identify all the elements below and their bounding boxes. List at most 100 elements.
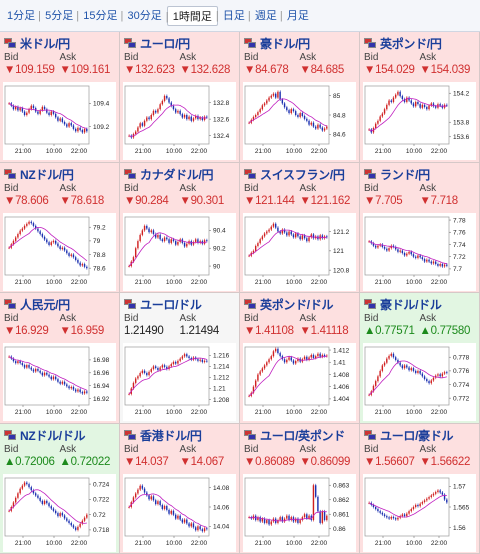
tab-monthly[interactable]: 月足	[280, 6, 314, 26]
currency-card[interactable]: 豪ドル/ドル Bid Ask ▲0.77571 ▲0.77580 0.778 0.776 0.…	[360, 293, 480, 424]
candle	[408, 509, 410, 515]
price-chart[interactable]: 0.778 0.776 0.774 0.772 21:00 10:00 22:00	[363, 343, 476, 421]
candle	[397, 358, 399, 365]
pair-name[interactable]: NZドル/円	[20, 167, 74, 182]
currency-card[interactable]: 人民元/円 Bid Ask ▼16.929 ▼16.959 16.98 16.96 16.94…	[0, 293, 120, 424]
candle	[70, 252, 72, 257]
currency-card[interactable]: ユーロ/豪ドル Bid Ask ▼1.56607 ▼1.56622 1.57 1.565 1.…	[360, 423, 480, 554]
candle	[272, 221, 275, 228]
candle	[321, 353, 324, 359]
tab-1hour[interactable]: 1時間足	[166, 5, 218, 27]
currency-card[interactable]: カナダドル/円 Bid Ask ▼90.284 ▼90.301 90.4 90.2 90 21:…	[120, 162, 240, 293]
price-chart[interactable]: 14.08 14.06 14.04 21:00 10:00 22:00	[123, 473, 236, 552]
tab-30min[interactable]: 30分足	[120, 6, 167, 26]
tab-1min[interactable]: 1分足	[7, 9, 36, 22]
price-chart[interactable]: 7.78 7.76 7.74 7.72 7.7 21:00 10:00 22:00	[363, 212, 476, 291]
candle	[68, 384, 70, 390]
pair-name[interactable]: 米ドル/円	[20, 37, 70, 51]
candle	[314, 125, 317, 130]
currency-card[interactable]: 香港ドル/円 Bid Ask ▼14.037 ▼14.067 14.08 14.06 14.0…	[120, 423, 240, 554]
price-chart[interactable]: 1.57 1.565 1.56 21:00 10:00 22:00	[363, 473, 476, 552]
ask-label: Ask	[179, 443, 197, 455]
price-chart[interactable]: 0.724 0.722 0.72 0.718 21:00 10:00 22:00	[3, 473, 116, 552]
candle	[17, 491, 19, 499]
pair-name[interactable]: ランド/円	[380, 167, 430, 182]
candle	[388, 515, 390, 520]
y-tick-label: 0.861	[333, 511, 350, 518]
price-chart[interactable]: 109.4 109.2 21:00 10:00 22:00	[3, 82, 116, 160]
candle	[203, 359, 206, 364]
price-chart[interactable]: 1.412 1.41 1.408 1.406 1.404 21:00 10:00 22:00	[243, 343, 356, 421]
pair-name[interactable]: 人民元/円	[20, 298, 70, 312]
tab-5min[interactable]: 5分足	[38, 6, 78, 26]
flag-icon	[124, 299, 137, 310]
currency-card[interactable]: ユーロ/円 Bid Ask ▼132.623 ▼132.628 132.8 132.6 132…	[120, 32, 240, 163]
ask-price: ▼90.301	[179, 194, 225, 207]
tab-daily[interactable]: 日足	[216, 6, 250, 26]
currency-card[interactable]: ユーロ/ドル Bid Ask 1.21490 1.21494 1.216 1.214 1.21…	[120, 293, 240, 424]
pair-name[interactable]: 香港ドル/円	[140, 428, 202, 443]
currency-card[interactable]: ユーロ/英ポンド Bid Ask ▼0.86089 ▼0.86099 0.863 0.862…	[240, 423, 360, 554]
pair-name[interactable]: ユーロ/円	[140, 37, 190, 51]
currency-card[interactable]: NZドル/ドル Bid Ask ▲0.72006 ▲0.72022 0.724 0.722 0…	[0, 423, 120, 554]
pair-name[interactable]: ユーロ/英ポンド	[260, 428, 345, 443]
price-chart[interactable]: 0.863 0.862 0.861 0.86 21:00 10:00 22:00	[243, 473, 356, 552]
currency-card[interactable]: NZドル/円 Bid Ask ▼78.606 ▼78.618 79.2 79 78.8 78.6…	[0, 162, 120, 293]
candle	[170, 508, 172, 515]
quote-labels: Bid Ask	[4, 313, 115, 324]
candle	[163, 235, 166, 243]
pair-name[interactable]: 英ポンド/ドル	[260, 298, 334, 312]
price-chart[interactable]: 79.2 79 78.8 78.6 21:00 10:00 22:00	[3, 212, 116, 291]
currency-card[interactable]: 豪ドル/円 Bid Ask ▼84.678 ▼84.685 85 84.8 84.6 21:00…	[240, 32, 360, 163]
candle	[157, 366, 159, 372]
currency-card[interactable]: 米ドル/円 Bid Ask ▼109.159 ▼109.161 109.4 109.2 21:…	[0, 32, 120, 163]
currency-card[interactable]: 英ポンド/ドル Bid Ask ▼1.41108 ▼1.41118 1.412 1.41 1.…	[240, 293, 360, 424]
price-chart[interactable]: 90.4 90.2 90 21:00 10:00 22:00	[123, 212, 236, 291]
candle	[17, 359, 19, 365]
flag-icon	[364, 168, 377, 180]
candle	[261, 103, 264, 111]
flag-icon	[4, 38, 17, 49]
candle	[79, 260, 81, 267]
candle	[52, 375, 55, 381]
bid-price: ▼132.623	[124, 64, 175, 76]
candle	[423, 103, 426, 109]
price-chart[interactable]: 121.2 121 120.8 21:00 10:00 22:00	[243, 212, 356, 291]
candle	[394, 244, 397, 251]
card-header: スイスフラン/円	[244, 166, 355, 183]
tab-15min[interactable]: 15分足	[76, 6, 122, 26]
candle	[274, 92, 277, 100]
candle	[159, 102, 161, 111]
candle	[259, 369, 261, 376]
y-tick-label: 78.6	[93, 265, 106, 272]
pair-name[interactable]: 豪ドル/円	[260, 37, 310, 51]
price-chart[interactable]: 16.98 16.96 16.94 16.92 21:00 10:00 22:00	[3, 343, 116, 421]
pair-name[interactable]: NZドル/ドル	[20, 428, 86, 443]
candle	[154, 364, 157, 370]
price-chart[interactable]: 85 84.8 84.6 21:00 10:00 22:00	[243, 82, 356, 160]
y-tick-label: 153.8	[453, 120, 470, 127]
bid-price: ▼0.86089	[244, 455, 295, 468]
candle	[66, 122, 68, 129]
pair-name[interactable]: カナダドル/円	[140, 167, 214, 182]
price-chart[interactable]: 1.216 1.214 1.212 1.21 1.208 21:00 10:00 22:00	[123, 343, 236, 421]
ask-price: ▼109.161	[59, 64, 111, 76]
candle	[417, 100, 419, 106]
pair-name[interactable]: ユーロ/ドル	[140, 298, 202, 312]
tab-weekly[interactable]: 週足	[248, 6, 282, 26]
currency-card[interactable]: 英ポンド/円 Bid Ask ▼154.029 ▼154.039 154.2 153.8 15…	[360, 32, 480, 163]
pair-name[interactable]: ユーロ/豪ドル	[380, 428, 454, 443]
price-chart[interactable]: 154.2 153.8 153.6 21:00 10:00 22:00	[363, 82, 476, 160]
candle	[143, 486, 146, 494]
pair-name[interactable]: 英ポンド/円	[380, 37, 442, 51]
price-chart[interactable]: 132.8 132.6 132.4 21:00 10:00 22:00	[123, 82, 236, 160]
currency-card[interactable]: ランド/円 Bid Ask ▼7.705 ▼7.718 7.78 7.76 7.74 7.72 7…	[360, 162, 480, 293]
candle	[303, 114, 306, 121]
y-tick-label: 0.724	[93, 481, 110, 488]
candle	[432, 259, 435, 265]
pair-name[interactable]: 豪ドル/ドル	[380, 298, 442, 312]
candle	[23, 223, 26, 230]
pair-name[interactable]: スイスフラン/円	[260, 167, 345, 182]
currency-card[interactable]: スイスフラン/円 Bid Ask ▼121.144 ▼121.162 121.2 121 12…	[240, 162, 360, 293]
quote-labels: Bid Ask	[244, 52, 355, 63]
